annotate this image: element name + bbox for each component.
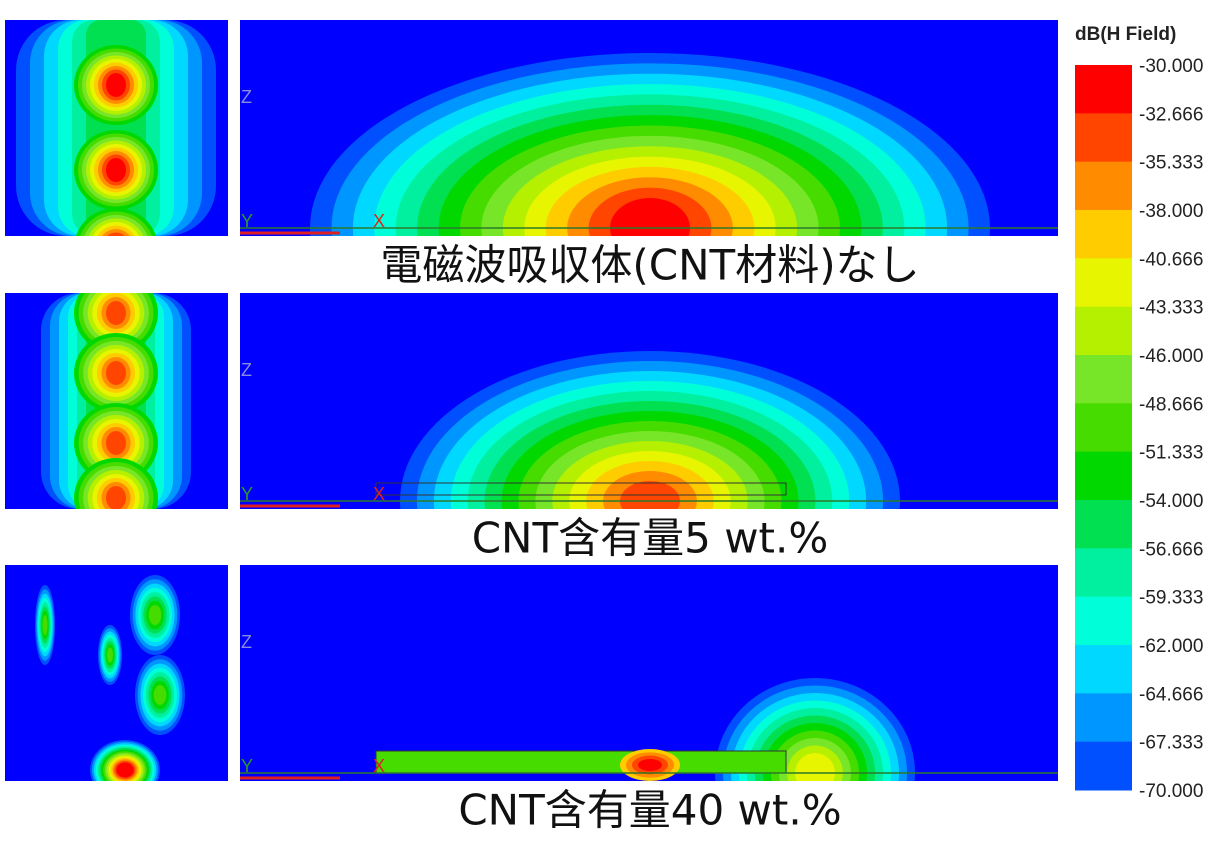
contour bbox=[106, 73, 126, 97]
contour bbox=[638, 759, 662, 771]
contour bbox=[106, 158, 126, 182]
colorbar-tick-label: -51.333 bbox=[1139, 443, 1203, 464]
axis-label-y: Y bbox=[241, 484, 253, 504]
field-background bbox=[240, 565, 1058, 781]
colorbar-tick-label: -46.000 bbox=[1139, 346, 1203, 367]
contour bbox=[610, 198, 690, 236]
colorbar-tick-label: -56.666 bbox=[1139, 539, 1203, 560]
axis-label-z: Z bbox=[241, 632, 252, 652]
colorbar-segment bbox=[1075, 741, 1132, 791]
contour bbox=[795, 753, 835, 781]
colorbar-tick-label: -59.333 bbox=[1139, 588, 1203, 609]
colorbar-tick-label: -48.666 bbox=[1139, 394, 1203, 415]
colorbar-tick-label: -30.000 bbox=[1139, 56, 1203, 77]
colorbar-segment bbox=[1075, 258, 1132, 308]
axis-label-z: Z bbox=[241, 87, 252, 107]
colorbar-segment bbox=[1075, 65, 1132, 114]
axis-label-y: Y bbox=[241, 756, 253, 776]
colorbar-tick-label: -40.666 bbox=[1139, 249, 1203, 270]
contour bbox=[106, 486, 126, 509]
axis-label-x: X bbox=[373, 211, 385, 231]
side-view: Z Y X bbox=[240, 293, 1058, 509]
axis-label-x: X bbox=[373, 756, 385, 776]
colorbar-segment bbox=[1075, 500, 1132, 549]
cross-section bbox=[5, 293, 228, 509]
colorbar-segment bbox=[1075, 596, 1132, 646]
colorbar-segment bbox=[1075, 403, 1132, 453]
cross-section bbox=[5, 565, 228, 781]
side-view: Z Y X bbox=[240, 565, 1058, 781]
colorbar-tick-label: -38.000 bbox=[1139, 201, 1203, 222]
contour bbox=[107, 232, 125, 236]
colorbar-tick-label: -67.333 bbox=[1139, 733, 1203, 754]
colorbar-segment bbox=[1075, 355, 1132, 404]
caption: 電磁波吸収体(CNT材料)なし bbox=[380, 241, 919, 290]
contour bbox=[106, 236, 126, 260]
axis-label-y: Y bbox=[241, 211, 253, 231]
contour bbox=[106, 431, 126, 455]
contour bbox=[42, 615, 48, 635]
colorbar-segment bbox=[1075, 161, 1132, 211]
colorbar-tick-label: -35.333 bbox=[1139, 153, 1203, 174]
colorbar-segment bbox=[1075, 306, 1132, 356]
side-view: Z Y X bbox=[240, 20, 1058, 236]
axis-label-x: X bbox=[373, 484, 385, 504]
colorbar-tick-label: -62.000 bbox=[1139, 636, 1203, 657]
colorbar-segment bbox=[1075, 113, 1132, 163]
colorbar-segment bbox=[1075, 451, 1132, 501]
colorbar-segment bbox=[1075, 645, 1132, 694]
cross-section bbox=[5, 20, 228, 260]
colorbar-segment bbox=[1075, 210, 1132, 259]
absorber bbox=[375, 750, 787, 774]
colorbar-tick-label: -64.666 bbox=[1139, 684, 1203, 705]
absorber bbox=[375, 482, 787, 496]
caption: CNT含有量5 wt.% bbox=[472, 514, 829, 563]
colorbar-tick-label: -70.000 bbox=[1139, 781, 1203, 802]
caption: CNT含有量40 wt.% bbox=[458, 786, 841, 835]
colorbar-tick-label: -32.666 bbox=[1139, 104, 1203, 125]
colorbar-segment bbox=[1075, 548, 1132, 598]
colorbar-segment bbox=[1075, 693, 1132, 743]
contour bbox=[107, 647, 113, 663]
axis-label-z: Z bbox=[241, 360, 252, 380]
colorbar-tick-label: -43.333 bbox=[1139, 298, 1203, 319]
contour bbox=[153, 685, 167, 705]
colorbar-tick-label: -54.000 bbox=[1139, 491, 1203, 512]
contour bbox=[148, 605, 162, 625]
colorbar-title: dB(H Field) bbox=[1075, 24, 1176, 45]
contour bbox=[116, 762, 134, 778]
contour bbox=[106, 361, 126, 385]
contour bbox=[106, 301, 126, 325]
